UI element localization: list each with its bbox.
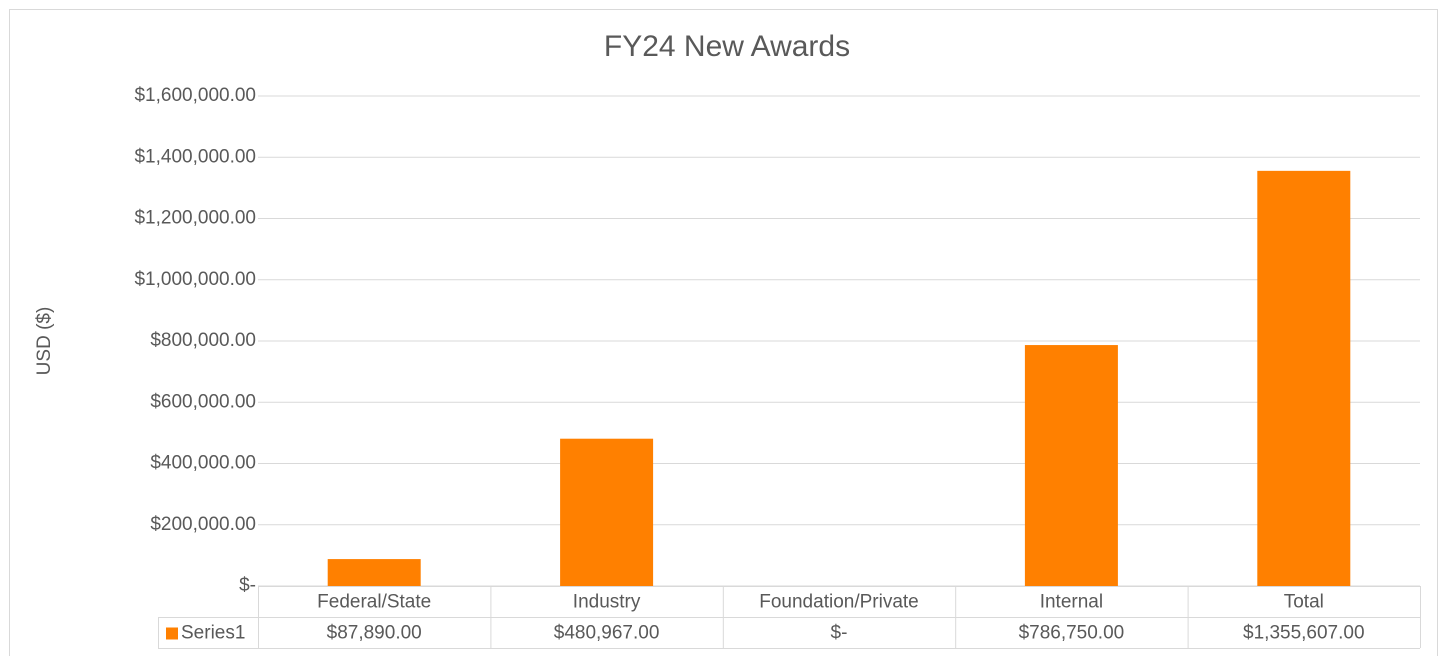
- y-tick-label: $400,000.00: [150, 453, 256, 474]
- x-tick-label: Industry: [573, 592, 641, 613]
- x-tick-label: Foundation/Private: [759, 592, 919, 613]
- y-tick-label: $1,200,000.00: [134, 208, 256, 229]
- y-tick-label: $1,000,000.00: [134, 269, 256, 290]
- legend-label: Series1: [181, 623, 245, 644]
- y-tick-label: $-: [239, 575, 256, 596]
- y-tick-label: $1,600,000.00: [134, 85, 256, 106]
- data-table-value: $786,750.00: [1019, 623, 1125, 644]
- data-table-value: $480,967.00: [554, 623, 660, 644]
- x-tick-label: Internal: [1040, 592, 1103, 613]
- bar: [327, 559, 421, 586]
- data-table-value: $1,355,607.00: [1243, 623, 1365, 644]
- data-table-value: $87,890.00: [327, 623, 422, 644]
- chart-title: FY24 New Awards: [604, 30, 850, 63]
- chart-border: [9, 9, 1438, 656]
- y-tick-label: $200,000.00: [150, 514, 256, 535]
- x-tick-label: Federal/State: [317, 592, 431, 613]
- x-tick-label: Total: [1284, 592, 1324, 613]
- y-axis-label: USD ($): [34, 307, 55, 376]
- legend-swatch: [166, 627, 178, 640]
- bar: [560, 438, 654, 586]
- data-table-value: $-: [831, 623, 848, 644]
- bar: [1024, 345, 1118, 586]
- y-tick-label: $1,400,000.00: [134, 146, 256, 167]
- bar: [1257, 170, 1351, 587]
- y-tick-label: $600,000.00: [150, 391, 256, 412]
- y-tick-label: $800,000.00: [150, 330, 256, 351]
